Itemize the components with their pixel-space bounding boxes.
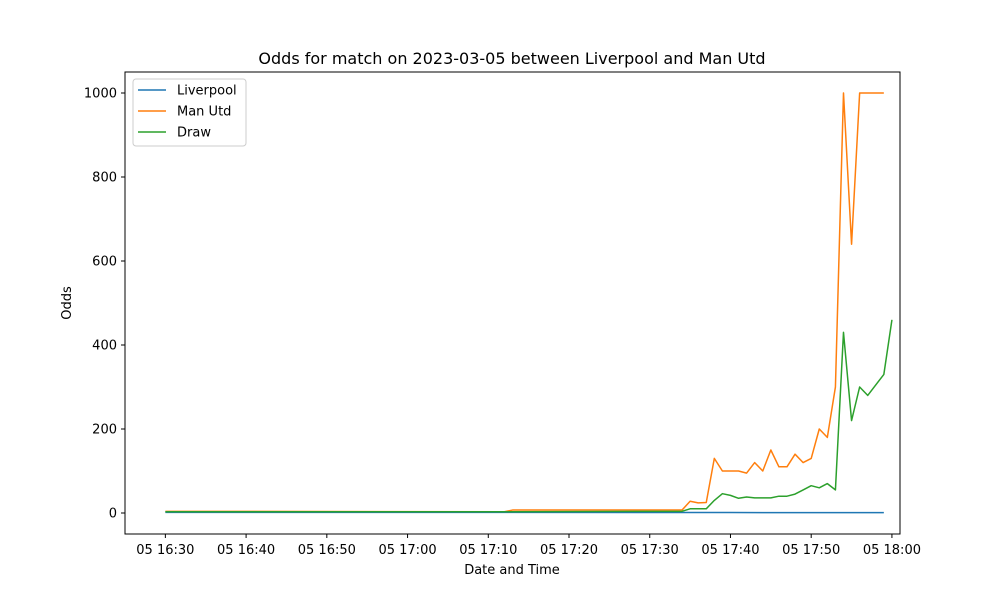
plot-area [124,71,901,535]
plot-background [125,72,900,534]
plot-frame [124,71,901,535]
y-tick-label: 0 [109,507,117,522]
series-line-draw [165,319,893,513]
y-axis-label: Odds [60,286,75,320]
series-line-man-utd [165,92,884,513]
x-tick-label: 05 17:30 [621,543,679,558]
legend-box [132,78,247,147]
legend-label-man-utd: Man Utd [177,105,231,120]
x-tick-label: 05 16:50 [298,543,356,558]
x-axis-label: Date and Time [464,563,560,578]
x-tick-label: 05 17:50 [782,543,840,558]
y-tick-label: 600 [92,255,117,270]
x-tick-label: 05 17:20 [540,543,598,558]
chart-title: Odds for match on 2023-03-05 between Liv… [258,49,765,68]
x-tick-label: 05 16:30 [136,543,194,558]
x-tick-label: 05 17:40 [701,543,759,558]
y-tick-label: 800 [92,171,117,186]
x-tick-label: 05 18:00 [863,543,921,558]
y-tick-label: 200 [92,423,117,438]
legend-label-liverpool: Liverpool [177,84,237,99]
series-layer [165,92,893,514]
y-tick-label: 1000 [84,87,117,102]
legend: Liverpool Man Utd Draw [132,78,247,147]
x-axis-ticks: 05 16:30 05 16:40 05 16:50 05 17:00 05 17:10… [136,534,921,558]
x-tick-label: 05 17:10 [459,543,517,558]
y-axis-ticks: 0 200 400 600 800 1000 [84,87,125,522]
x-tick-label: 05 16:40 [217,543,275,558]
x-tick-label: 05 17:00 [378,543,436,558]
y-tick-label: 400 [92,339,117,354]
legend-label-draw: Draw [177,126,211,141]
